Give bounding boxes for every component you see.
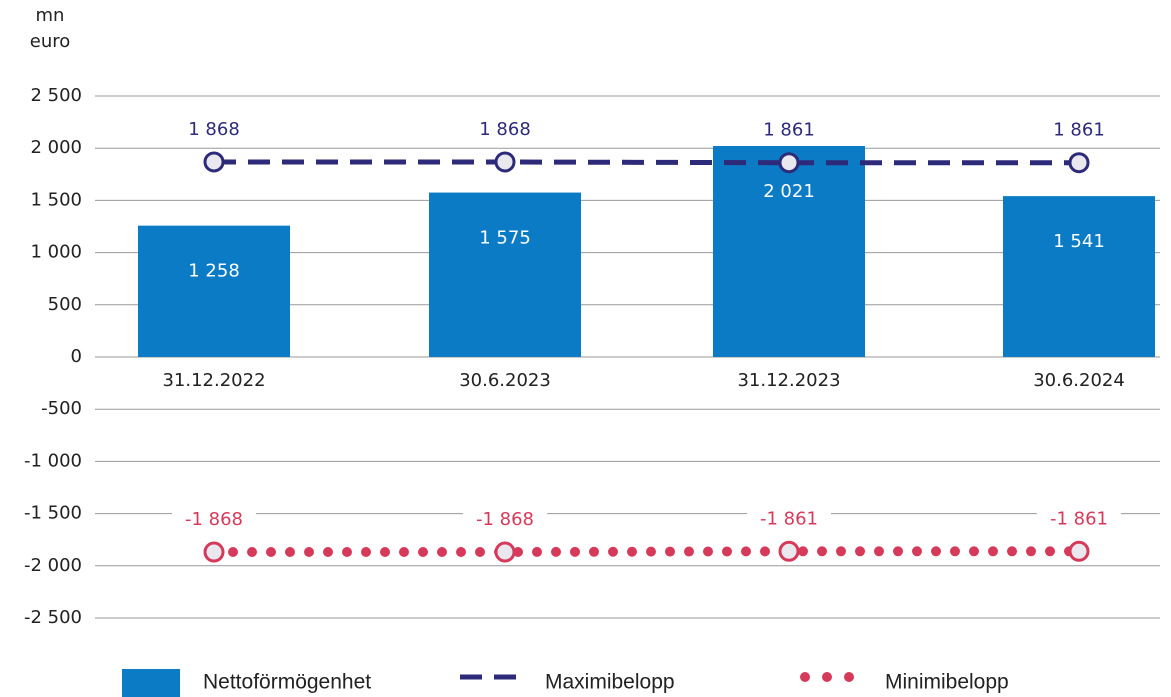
marker [494, 151, 516, 173]
x-tick-label: 30.6.2023 [459, 370, 551, 391]
marker [1068, 152, 1090, 174]
data-label: 1 861 [1053, 120, 1105, 141]
data-label: 1 541 [1053, 231, 1105, 252]
y-tick-label: -500 [41, 398, 82, 419]
y-tick-label: -1 500 [24, 503, 82, 524]
marker [203, 541, 225, 563]
label-bg [747, 118, 831, 143]
label-bg [1037, 118, 1121, 143]
y-tick-label: -2 500 [24, 607, 82, 628]
y-tick-label: 2 000 [30, 137, 82, 158]
legend-label: Minimibelopp [885, 671, 1009, 694]
y-tick-label: 2 500 [30, 85, 82, 106]
y-tick-label: -2 000 [24, 555, 82, 576]
label-bg [747, 507, 831, 532]
data-label: 1 868 [479, 119, 531, 140]
legend-swatch [122, 669, 180, 697]
marker [778, 152, 800, 174]
data-label: -1 861 [1050, 508, 1108, 529]
bar [429, 192, 581, 357]
y-tick-label: 1 000 [30, 242, 82, 263]
label-bg [463, 508, 547, 533]
y-tick-label: 1 500 [30, 189, 82, 210]
marker [1068, 540, 1090, 562]
marker [494, 541, 516, 563]
y-tick-label: 500 [48, 294, 82, 315]
x-tick-label: 30.6.2024 [1033, 370, 1125, 391]
label-bg [172, 508, 256, 533]
label-bg [172, 117, 256, 142]
marker [778, 540, 800, 562]
data-label: -1 868 [185, 509, 243, 530]
data-label: 1 575 [479, 228, 531, 249]
y-axis-label: mn [36, 5, 65, 26]
x-tick-label: 31.12.2022 [162, 370, 265, 391]
label-bg [1037, 507, 1121, 532]
line [214, 159, 1079, 166]
y-tick-label: -1 000 [24, 450, 82, 471]
legend-label: Nettoförmögenhet [203, 671, 371, 694]
bar [138, 225, 290, 357]
legend-label: Maximibelopp [545, 671, 675, 694]
y-axis-label: euro [30, 31, 71, 52]
data-label: 1 868 [188, 119, 240, 140]
marker [203, 151, 225, 173]
data-label: -1 868 [476, 509, 534, 530]
data-label: 1 861 [763, 120, 815, 141]
data-label: -1 861 [760, 508, 818, 529]
label-bg [463, 117, 547, 142]
data-label: 2 021 [763, 181, 815, 202]
y-tick-label: 0 [71, 346, 82, 367]
bar [1003, 196, 1155, 357]
line [209, 546, 1084, 558]
bar [713, 146, 865, 357]
x-tick-label: 31.12.2023 [737, 370, 840, 391]
data-label: 1 258 [188, 261, 240, 282]
